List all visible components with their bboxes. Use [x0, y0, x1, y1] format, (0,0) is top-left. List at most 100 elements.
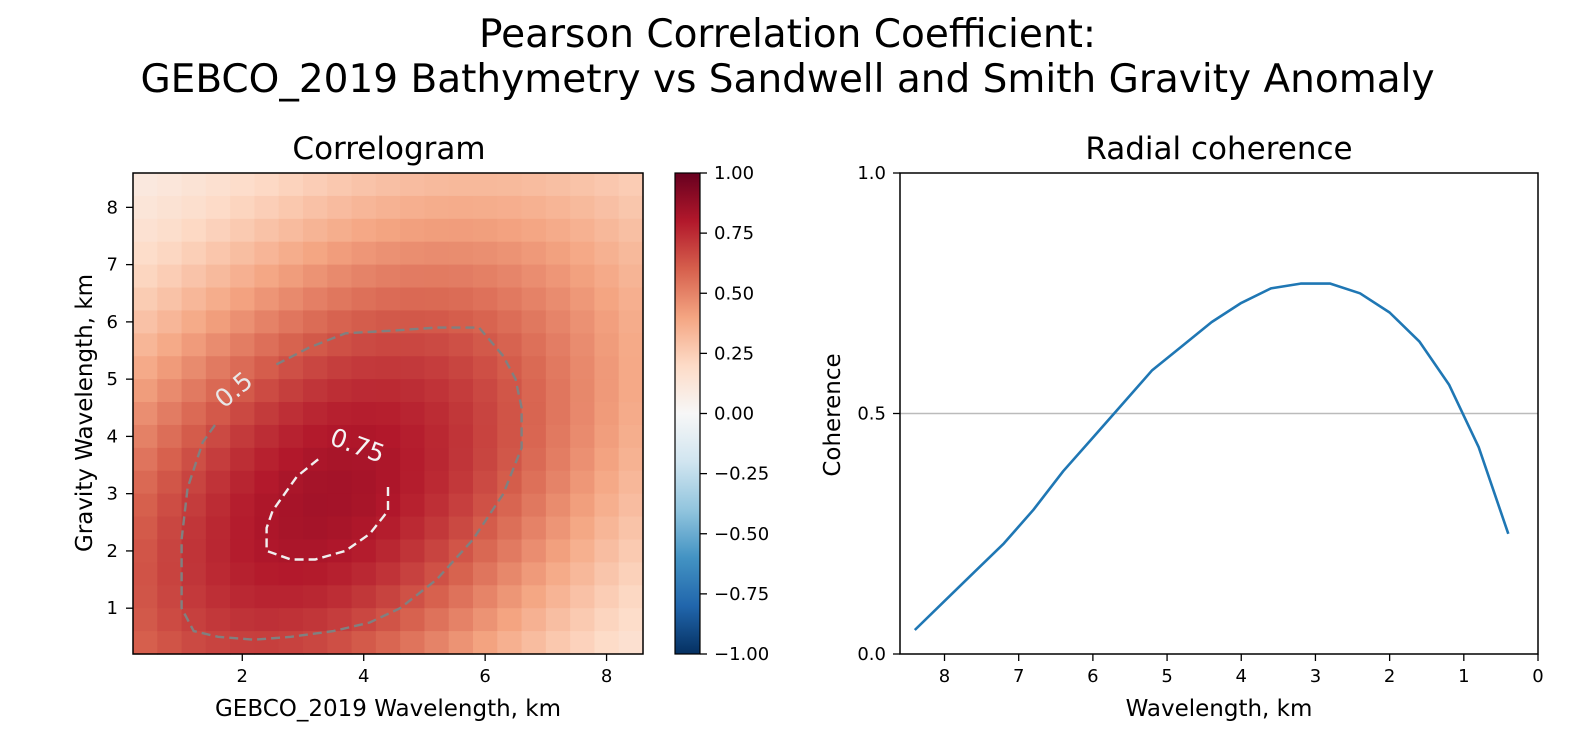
heatmap-cell: [570, 493, 596, 518]
heatmap-cell: [351, 585, 377, 609]
heatmap-cell: [618, 470, 644, 495]
heatmap-cell: [327, 195, 353, 220]
heatmap-cell: [400, 402, 426, 426]
heatmap-cell: [230, 493, 256, 518]
heatmap-cell: [448, 516, 474, 541]
heatmap-cell: [157, 447, 183, 472]
heatmap-cell: [594, 173, 620, 197]
heatmap-cell: [594, 287, 620, 312]
heatmap-cell: [205, 333, 231, 357]
heatmap-cell: [545, 402, 571, 426]
heatmap-cell: [278, 424, 304, 449]
heatmap-cell: [133, 218, 158, 243]
heatmap-cell: [570, 218, 596, 243]
heatmap-cell: [545, 195, 571, 220]
heatmap-cell: [594, 379, 620, 403]
heatmap-cell: [497, 173, 523, 197]
colorbar-ticks: 1.00 0.75 0.50 0.25 0.00 −0.25 −0.50 −0.75 −1.00: [700, 163, 769, 665]
heatmap-cell: [400, 356, 426, 380]
y-tick-label: 7: [107, 255, 118, 276]
heatmap-cell: [230, 470, 256, 495]
heatmap-cell: [521, 447, 547, 472]
heatmap-cell: [375, 173, 401, 197]
heatmap-cell: [181, 493, 207, 518]
heatmap-cell: [254, 424, 280, 449]
heatmap-cell: [181, 173, 207, 197]
correlogram-x-axis: 2 4 6 8: [237, 654, 612, 687]
heatmap-cell: [254, 539, 280, 563]
heatmap-cell: [618, 493, 644, 518]
heatmap-cell: [521, 218, 547, 243]
heatmap-cell: [594, 608, 620, 632]
heatmap-cell: [133, 493, 158, 518]
heatmap-cell: [205, 287, 231, 312]
heatmap-cell: [254, 287, 280, 312]
heatmap-cell: [205, 585, 231, 609]
heatmap-cell: [545, 287, 571, 312]
heatmap-cell: [594, 516, 620, 541]
heatmap-cell: [181, 195, 207, 220]
heatmap-cell: [327, 470, 353, 495]
heatmap-cell: [230, 195, 256, 220]
heatmap-cell: [497, 631, 523, 655]
heatmap-cell: [181, 333, 207, 357]
heatmap-cell: [205, 379, 231, 403]
heatmap-cell: [254, 310, 280, 334]
heatmap-cell: [594, 539, 620, 563]
heatmap-cell: [351, 264, 377, 289]
heatmap-cell: [157, 356, 183, 380]
heatmap-cell: [618, 241, 644, 266]
heatmap-cell: [570, 470, 596, 495]
heatmap-cell: [375, 631, 401, 655]
y-tick-label: 1.0: [857, 163, 886, 184]
heatmap-cell: [424, 447, 450, 472]
heatmap-cell: [205, 631, 231, 655]
heatmap-cell: [181, 585, 207, 609]
coherence-y-axis: 0.0 0.5 1.0: [857, 163, 900, 665]
heatmap-cell: [375, 333, 401, 357]
heatmap-cell: [448, 173, 474, 197]
colorbar-tick-label: −0.50: [714, 524, 769, 545]
heatmap-cell: [497, 287, 523, 312]
heatmap-cell: [351, 470, 377, 495]
heatmap-cell: [278, 218, 304, 243]
heatmap-cell: [254, 562, 280, 586]
heatmap-cell: [594, 241, 620, 266]
heatmap-cell: [205, 608, 231, 632]
heatmap-cell: [254, 218, 280, 243]
heatmap-cell: [133, 379, 158, 403]
heatmap-cell: [181, 608, 207, 632]
heatmap-cell: [181, 516, 207, 541]
heatmap-cell: [570, 539, 596, 563]
heatmap-cell: [133, 470, 158, 495]
x-tick-label: 1: [1458, 666, 1469, 687]
heatmap-cell: [278, 195, 304, 220]
heatmap-cell: [521, 631, 547, 655]
heatmap-cell: [375, 379, 401, 403]
heatmap-cell: [230, 539, 256, 563]
heatmap-cell: [327, 402, 353, 426]
heatmap-cell: [133, 264, 158, 289]
heatmap-cell: [157, 493, 183, 518]
heatmap-cell: [157, 424, 183, 449]
heatmap-cell: [351, 424, 377, 449]
heatmap-cell: [473, 631, 498, 655]
colorbar-tick-label: −0.25: [714, 464, 769, 485]
colorbar: 1.00 0.75 0.50 0.25 0.00 −0.25 −0.50 −0.75 −1.00: [674, 163, 769, 665]
x-tick-label: 2: [237, 666, 248, 687]
heatmap-cell: [181, 631, 207, 655]
heatmap-cell: [278, 173, 304, 197]
heatmap-cell: [133, 356, 158, 380]
heatmap-cell: [157, 631, 183, 655]
heatmap-cell: [448, 562, 474, 586]
heatmap-cell: [424, 333, 450, 357]
heatmap-cell: [521, 516, 547, 541]
heatmap-cell: [157, 287, 183, 312]
heatmap-cell: [230, 379, 256, 403]
heatmap-cell: [400, 493, 426, 518]
heatmap-cell: [424, 195, 450, 220]
heatmap-cell: [278, 608, 304, 632]
heatmap-cell: [400, 447, 426, 472]
heatmap-cell: [254, 264, 280, 289]
heatmap-cell: [351, 333, 377, 357]
